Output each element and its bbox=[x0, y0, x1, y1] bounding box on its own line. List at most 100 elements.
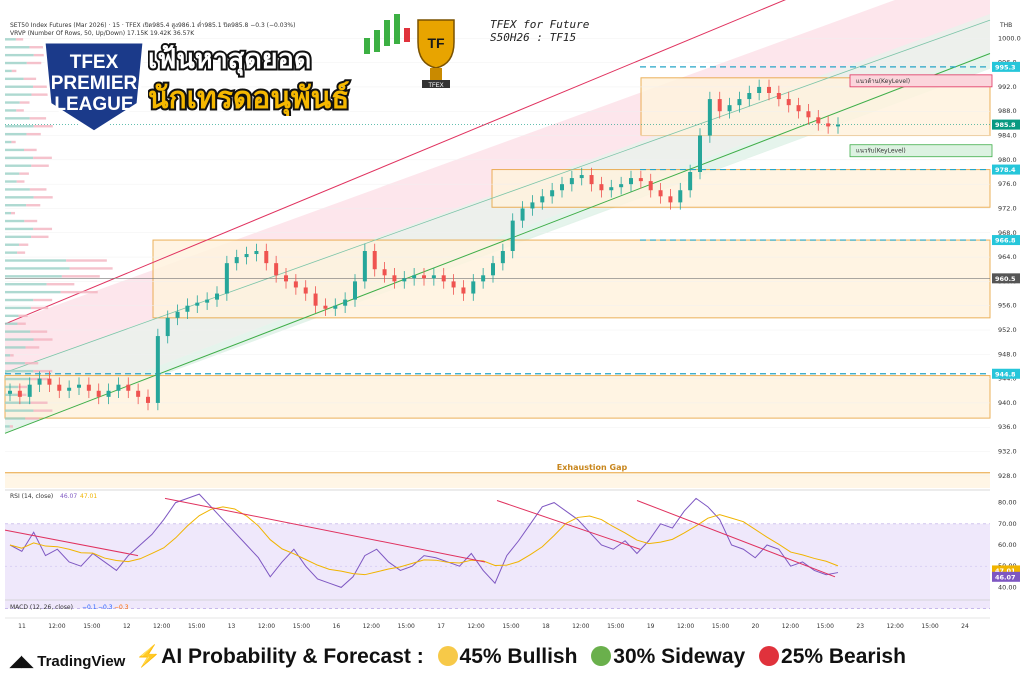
time-tick-21: 20 bbox=[752, 623, 760, 630]
candle-body-34 bbox=[343, 299, 348, 306]
candle-body-51 bbox=[510, 220, 515, 251]
vol-bar-down-25 bbox=[33, 227, 53, 231]
vol-bar-down-35 bbox=[23, 148, 37, 152]
thai-line-2: นักเทรดอนุพันธ์ bbox=[148, 81, 349, 116]
rsi-tick-2: 60.00 bbox=[998, 541, 1017, 549]
candle-body-2 bbox=[27, 384, 32, 397]
candle-body-20 bbox=[205, 299, 210, 303]
candle-body-52 bbox=[520, 208, 525, 221]
vol-bar-down-9 bbox=[10, 354, 14, 357]
candle-body-62 bbox=[619, 184, 624, 188]
vol-bar-down-47 bbox=[33, 53, 53, 57]
time-tick-20: 15:00 bbox=[712, 623, 729, 630]
candle-body-13 bbox=[136, 390, 141, 397]
price-tick-17: 932.0 bbox=[998, 448, 1017, 456]
candle-body-17 bbox=[175, 311, 180, 318]
candle-body-57 bbox=[569, 178, 574, 185]
candle-body-9 bbox=[96, 390, 101, 397]
candle-body-70 bbox=[698, 135, 702, 172]
chart-canvas[interactable]: 1000.0996.0992.0988.0984.0980.0976.0972.… bbox=[0, 0, 1024, 640]
candle-body-81 bbox=[806, 111, 811, 118]
time-tick-16: 12:00 bbox=[572, 623, 589, 630]
vol-bar-down-20 bbox=[69, 267, 113, 270]
channel-bottom-line bbox=[4, 53, 991, 434]
thai-line-1: เฟ้นหาสุดยอด bbox=[148, 44, 311, 76]
price-tick-4: 984.0 bbox=[998, 132, 1017, 140]
vol-bar-down-28 bbox=[26, 204, 41, 207]
time-tick-19: 12:00 bbox=[677, 623, 694, 630]
vol-bar-up-12 bbox=[5, 330, 31, 333]
vol-bar-up-47 bbox=[5, 53, 34, 57]
candle-body-58 bbox=[579, 175, 584, 179]
vol-bar-up-2 bbox=[5, 409, 34, 412]
vol-bar-up-25 bbox=[5, 227, 34, 231]
vol-bar-down-26 bbox=[24, 219, 38, 223]
annotation-gap: Exhaustion Gap bbox=[557, 463, 628, 472]
bullish-label: 45% Bullish bbox=[459, 645, 578, 668]
bearish-dot-icon bbox=[759, 646, 780, 666]
time-tick-12: 17 bbox=[437, 623, 445, 630]
candle-body-80 bbox=[796, 105, 801, 112]
candle-body-54 bbox=[540, 196, 545, 203]
vol-bar-up-17 bbox=[5, 290, 61, 294]
candle-body-32 bbox=[323, 305, 328, 309]
tf-title: TFEX for Future S50H26 : TF15 bbox=[490, 18, 589, 44]
premier-league-logo: TFEX PREMIER LEAGUE bbox=[38, 34, 150, 134]
candle-body-61 bbox=[609, 187, 614, 191]
vol-bar-up-22 bbox=[5, 251, 18, 254]
price-tag-bg-5 bbox=[992, 368, 1020, 379]
vol-bar-down-0 bbox=[9, 425, 13, 428]
rsi-tag-2: 46.07 bbox=[995, 573, 1016, 581]
candle-body-43 bbox=[431, 275, 436, 279]
price-tick-3: 988.0 bbox=[998, 107, 1017, 115]
vol-bar-up-28 bbox=[5, 204, 27, 207]
keylevel-box-2 bbox=[849, 144, 993, 158]
vol-bar-down-5 bbox=[18, 385, 28, 389]
time-tick-17: 15:00 bbox=[607, 623, 624, 630]
vol-bar-down-2 bbox=[33, 409, 53, 412]
macd-value-1: −0.1 bbox=[82, 604, 97, 611]
candle-body-40 bbox=[402, 278, 407, 282]
price-tag-2: 978.4 bbox=[995, 166, 1016, 174]
vol-bar-up-40 bbox=[5, 109, 17, 112]
candle-body-25 bbox=[254, 251, 259, 255]
time-tick-7: 12:00 bbox=[258, 623, 275, 630]
vol-bar-down-32 bbox=[19, 172, 29, 175]
vol-bar-down-7 bbox=[33, 369, 53, 373]
candle-body-4 bbox=[47, 378, 52, 385]
vol-bar-down-19 bbox=[61, 275, 100, 278]
time-tick-9: 16 bbox=[333, 623, 341, 630]
candle-body-12 bbox=[126, 384, 131, 391]
vol-bar-up-18 bbox=[5, 283, 47, 286]
candle-body-44 bbox=[441, 275, 446, 282]
price-tag-1: 985.8 bbox=[995, 121, 1016, 129]
rsi-tag-1: 47.01 bbox=[995, 567, 1016, 575]
candle-body-48 bbox=[481, 275, 486, 282]
vol-bar-down-16 bbox=[33, 298, 53, 302]
time-tick-4: 12:00 bbox=[153, 623, 170, 630]
candle-body-5 bbox=[57, 384, 62, 391]
vol-bar-down-31 bbox=[16, 180, 25, 183]
time-tick-10: 12:00 bbox=[363, 623, 380, 630]
vol-bar-down-13 bbox=[17, 322, 26, 325]
candle-body-84 bbox=[836, 124, 840, 127]
vol-bar-down-37 bbox=[26, 132, 41, 136]
price-tag-3: 966.8 bbox=[995, 237, 1016, 245]
vol-bar-up-3 bbox=[5, 401, 31, 404]
candle-body-16 bbox=[165, 317, 170, 337]
vol-bar-up-43 bbox=[5, 85, 34, 88]
candle-body-37 bbox=[372, 251, 377, 270]
vol-bar-up-13 bbox=[5, 322, 18, 325]
rsi-tag-bg-1 bbox=[992, 565, 1020, 576]
vol-bar-up-42 bbox=[5, 93, 32, 96]
vol-bar-down-24 bbox=[31, 235, 49, 239]
price-tick-8: 968.0 bbox=[998, 229, 1017, 237]
rsi-trendline-0 bbox=[4, 529, 139, 557]
tradingview-logo: ◢◣ TradingView bbox=[10, 652, 125, 670]
vol-bar-up-46 bbox=[5, 61, 27, 65]
candle-body-6 bbox=[67, 387, 72, 391]
vol-bar-up-48 bbox=[5, 46, 30, 49]
candle-body-19 bbox=[195, 302, 200, 306]
time-tick-0: 11 bbox=[18, 623, 26, 630]
price-tag-bg-0 bbox=[992, 61, 1020, 72]
